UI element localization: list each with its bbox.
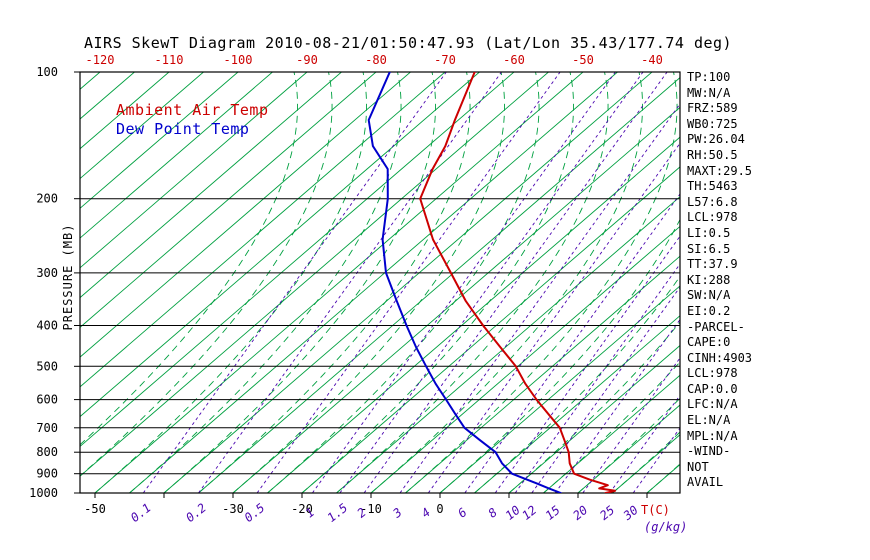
top-temp-tick-label: -60 <box>503 53 525 67</box>
stats-line: MPL:N/A <box>687 428 738 443</box>
mixing-ratio-tick-label: 15 <box>543 503 563 523</box>
pressure-tick-label: 800 <box>36 445 58 459</box>
top-temp-tick-label: -80 <box>365 53 387 67</box>
top-temp-tick-label: -70 <box>434 53 456 67</box>
stats-line: TT:37.9 <box>687 257 738 272</box>
mixing-ratio-tick-label: 3 <box>390 505 405 521</box>
mixing-ratio-tick-label: 1.5 <box>325 501 351 525</box>
mixing-ratio-tick-label: 6 <box>455 505 469 520</box>
top-temp-tick-label: -100 <box>224 53 253 67</box>
pressure-tick-label: 500 <box>36 359 58 373</box>
stats-line: AVAIL <box>687 475 724 490</box>
stats-panel: TP:100 MW:N/A FRZ:589 WB0:725 PW:26.04 RH:50.… <box>687 70 752 491</box>
moist-adiabat-lines <box>80 72 680 493</box>
legend-ambient-temp: Ambient Air Temp <box>116 101 269 119</box>
bottom-temp-tick-label: -20 <box>291 502 313 516</box>
top-temp-tick-label: -50 <box>572 53 594 67</box>
stats-line: WB0:725 <box>687 116 738 131</box>
legend-dew-point: Dew Point Temp <box>116 120 250 138</box>
stats-line: -PARCEL- <box>687 319 745 334</box>
top-temp-tick-label: -110 <box>155 53 184 67</box>
chart-title: AIRS SkewT Diagram 2010-08-21/01:50:47.9… <box>84 34 733 52</box>
stats-line: LFC:N/A <box>687 397 738 412</box>
stats-line: LCL:978 <box>687 366 738 381</box>
stats-line: LI:0.5 <box>687 225 731 240</box>
bottom-temp-tick-labels: -50 -30 -20 -10 0 <box>84 493 648 516</box>
y-axis-label: PRESSURE (MB) <box>61 223 75 331</box>
mixing-ratio-tick-label: 0.2 <box>183 501 209 525</box>
pressure-tick-label: 700 <box>36 421 58 435</box>
top-temp-tick-label: -40 <box>641 53 663 67</box>
stats-line: CAP:0.0 <box>687 381 738 396</box>
pressure-tick-label: 900 <box>36 467 58 481</box>
dewpoint-curve <box>367 72 562 493</box>
stats-line: MAXT:29.5 <box>687 163 753 178</box>
mixing-ratio-tick-label: 8 <box>486 505 500 520</box>
pressure-tick-label: 100 <box>36 65 58 79</box>
stats-line: NOT <box>687 459 709 474</box>
stats-line: RH:50.5 <box>687 147 738 162</box>
bottom-temp-tick-label: -30 <box>222 502 244 516</box>
temperature-curve <box>419 72 617 493</box>
bottom-temp-tick-label: -10 <box>360 502 382 516</box>
mixing-ratio-lines <box>142 72 680 493</box>
stats-line: EL:N/A <box>687 413 731 428</box>
stats-line: L57:6.8 <box>687 194 738 209</box>
isotherm-lines <box>80 72 680 493</box>
stats-line: SI:6.5 <box>687 241 731 256</box>
mixing-ratio-tick-label: 12 <box>519 503 539 523</box>
x-axis-label-mixing: (g/kg) <box>644 520 688 534</box>
top-temp-tick-labels: -120 -110 -100 -90 -80 -70 -60 -50 -40 <box>86 53 663 67</box>
stats-line: EI:0.2 <box>687 303 731 318</box>
pressure-tick-label: 300 <box>36 266 58 280</box>
plot-border <box>79 71 681 494</box>
mixing-ratio-tick-label: 30 <box>620 503 641 524</box>
mixing-ratio-tick-label: 4 <box>419 505 433 520</box>
mixing-ratio-tick-label: 20 <box>570 503 590 523</box>
top-temp-tick-label: -120 <box>86 53 115 67</box>
stats-line: CAPE:0 <box>687 335 731 350</box>
pressure-tick-label: 600 <box>36 393 58 407</box>
stats-line: SW:N/A <box>687 288 731 303</box>
stats-line: LCL:978 <box>687 210 738 225</box>
mixing-ratio-tick-label: 25 <box>597 503 617 523</box>
x-axis-label-temp: T(C) <box>641 503 670 517</box>
stats-line: PW:26.04 <box>687 132 745 147</box>
pressure-tick-label: 200 <box>36 192 58 206</box>
top-temp-tick-label: -90 <box>296 53 318 67</box>
mixing-ratio-tick-label: 0.1 <box>128 501 154 525</box>
stats-line: CINH:4903 <box>687 350 753 365</box>
pressure-tick-label: 1000 <box>29 486 58 500</box>
stats-line: KI:288 <box>687 272 731 287</box>
stats-line: TH:5463 <box>687 179 738 194</box>
stats-line: MW:N/A <box>687 85 731 100</box>
bottom-temp-tick-label: 0 <box>436 502 443 516</box>
stats-line: FRZ:589 <box>687 101 738 116</box>
mixing-ratio-tick-label: 1 <box>303 505 317 520</box>
mixing-ratio-tick-label: 0.5 <box>242 501 268 525</box>
bottom-temp-tick-label: -50 <box>84 502 106 516</box>
stats-line: TP:100 <box>687 70 731 84</box>
stats-line: -WIND- <box>687 444 731 459</box>
pressure-tick-label: 400 <box>36 319 58 333</box>
